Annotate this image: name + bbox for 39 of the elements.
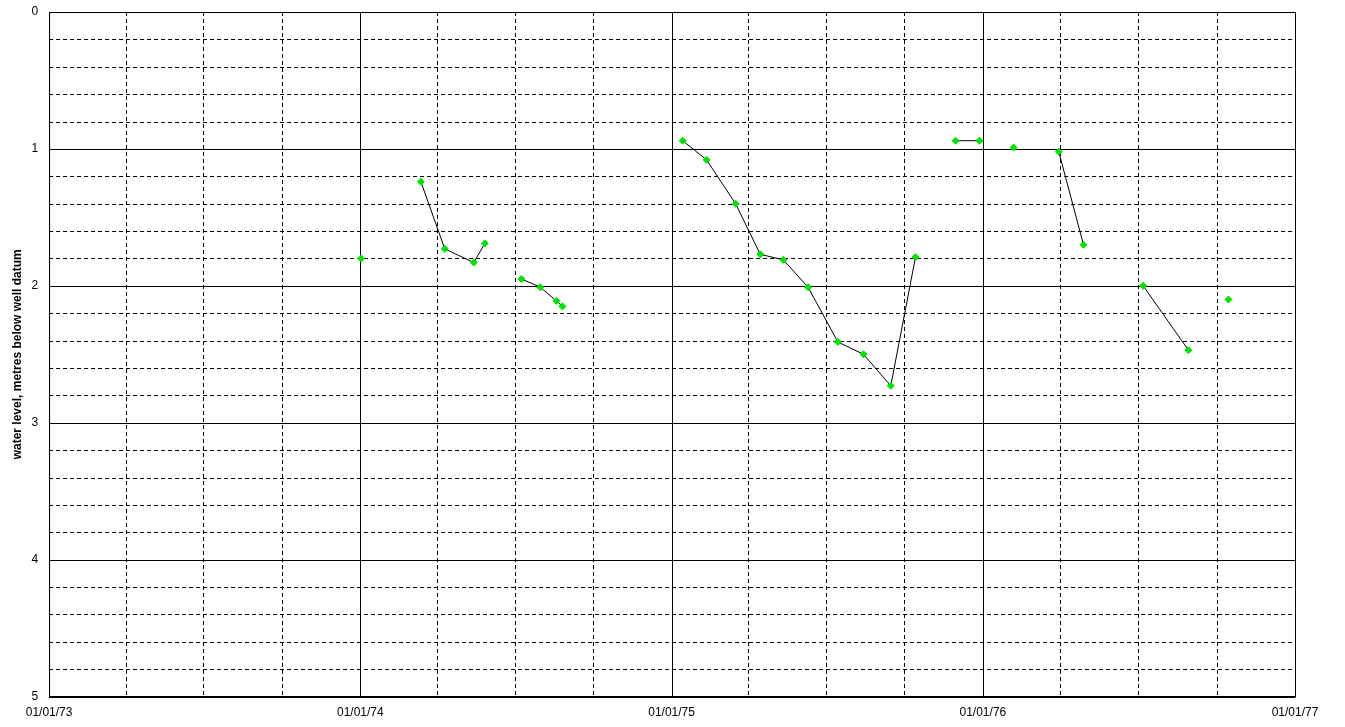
y-tick-label: 4 [31,551,39,566]
point [552,296,561,305]
point [469,258,478,267]
point [558,302,567,311]
point [804,283,813,292]
x-tick-label: 01/01/75 [648,705,696,720]
point [678,136,687,145]
point [702,155,711,164]
point [975,136,984,145]
point [833,337,842,346]
point [440,244,449,253]
x-tick-label: 01/01/76 [959,705,1007,720]
point [517,274,526,283]
y-tick-label: 5 [31,688,39,703]
point [357,254,366,263]
point [1009,143,1018,152]
y-tick-label: 3 [31,415,39,430]
point [1224,295,1233,304]
x-tick-label: 01/01/73 [25,705,73,720]
point [779,255,788,264]
y-tick-label: 2 [31,278,39,293]
y-axis-title: water level, metres below well datum [9,249,24,461]
x-tick-label: 01/01/74 [336,705,385,720]
point [951,136,960,145]
point [1184,346,1193,355]
point [1054,147,1063,156]
point [536,283,545,292]
point [911,253,920,262]
x-tick-label: 01/01/77 [1271,705,1319,720]
point [416,177,425,186]
point [1079,240,1088,249]
point [480,239,489,248]
y-tick-label: 0 [31,4,39,19]
point [1139,281,1148,290]
y-tick-label: 1 [31,141,39,156]
point [859,350,868,359]
point [731,199,740,208]
point [756,250,765,259]
point [886,381,895,390]
